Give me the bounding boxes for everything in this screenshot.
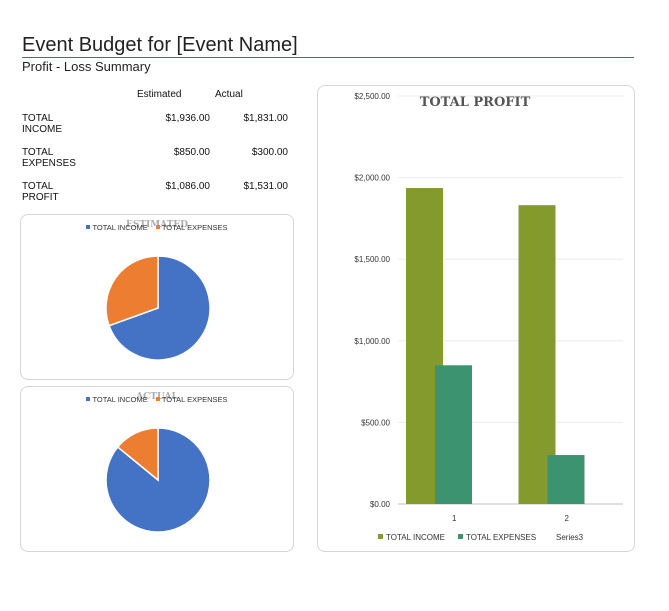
pie-slice-income: [108, 255, 211, 361]
y-tick-label: $1,500.00: [354, 255, 390, 264]
y-tick-label: $1,000.00: [354, 337, 390, 346]
legend-label-income: TOTAL INCOME: [92, 223, 148, 232]
legend-item-income: TOTAL INCOME: [86, 395, 148, 404]
legend-item-expenses: TOTAL EXPENSES: [155, 395, 228, 404]
column-header-actual: Actual: [215, 89, 243, 100]
estimated-pie-legend: TOTAL INCOME TOTAL EXPENSES: [21, 223, 293, 232]
y-tick-label: $2,000.00: [354, 174, 390, 183]
income-estimated-value: $1,936.00: [165, 113, 211, 124]
legend-swatch-income: [86, 397, 91, 401]
actual-pie-chart: [105, 427, 211, 533]
legend-label: TOTAL EXPENSES: [466, 533, 536, 542]
pie-slice-expenses: [116, 427, 159, 482]
profit-actual-value: $1,531.00: [243, 181, 289, 192]
legend-swatch: [458, 534, 463, 539]
title-divider: [22, 57, 634, 58]
legend-label: Series3: [556, 533, 584, 542]
x-tick-label: 1: [452, 514, 457, 523]
x-tick-label: 2: [565, 514, 570, 523]
y-tick-label: $500.00: [361, 418, 390, 427]
row-label-income: TOTAL INCOME: [22, 113, 62, 135]
expenses-estimated-value: $850.00: [173, 147, 210, 158]
pie-slice-expenses: [105, 255, 159, 327]
expenses-actual-value: $300.00: [251, 147, 288, 158]
y-tick-label: $2,500.00: [354, 92, 390, 101]
actual-pie-card: ACTUAL TOTAL INCOME TOTAL EXPENSES: [20, 386, 294, 552]
bar-expenses: [547, 455, 585, 504]
legend-swatch-income: [86, 225, 91, 229]
legend-swatch-expenses: [155, 225, 160, 229]
y-tick-label: $0.00: [370, 500, 391, 509]
pie-slice-income: [105, 427, 211, 533]
profit-estimated-value: $1,086.00: [165, 181, 211, 192]
legend-item-income: TOTAL INCOME: [86, 223, 148, 232]
estimated-pie-chart: [105, 255, 211, 361]
total-profit-bar-card: $0.00 $500.00 $1,000.00 $1,500.00 $2,000.00 $…: [317, 85, 635, 552]
row-label-profit: TOTAL PROFIT: [22, 181, 59, 203]
actual-pie-legend: TOTAL INCOME TOTAL EXPENSES: [21, 395, 293, 404]
legend-label-income: TOTAL INCOME: [92, 395, 148, 404]
legend-swatch: [378, 534, 383, 539]
page-subtitle: Profit - Loss Summary: [22, 59, 151, 74]
page-title: Event Budget for [Event Name]: [22, 34, 298, 56]
chart-title: TOTAL PROFIT: [420, 95, 531, 110]
bar-expenses: [435, 365, 472, 504]
legend-label-expenses: TOTAL EXPENSES: [161, 223, 228, 232]
row-label-expenses: TOTAL EXPENSES: [22, 147, 76, 169]
bar-income: [518, 205, 556, 505]
legend-item-expenses: TOTAL EXPENSES: [155, 223, 228, 232]
estimated-pie-card: ESTIMATED TOTAL INCOME TOTAL EXPENSES: [20, 214, 294, 380]
column-header-estimated: Estimated: [137, 89, 182, 100]
legend-label: TOTAL INCOME: [386, 533, 445, 542]
income-actual-value: $1,831.00: [243, 113, 289, 124]
legend-swatch-expenses: [155, 397, 160, 401]
legend-label-expenses: TOTAL EXPENSES: [161, 395, 228, 404]
total-profit-bar-chart: $0.00 $500.00 $1,000.00 $1,500.00 $2,000.00 $…: [354, 92, 623, 542]
